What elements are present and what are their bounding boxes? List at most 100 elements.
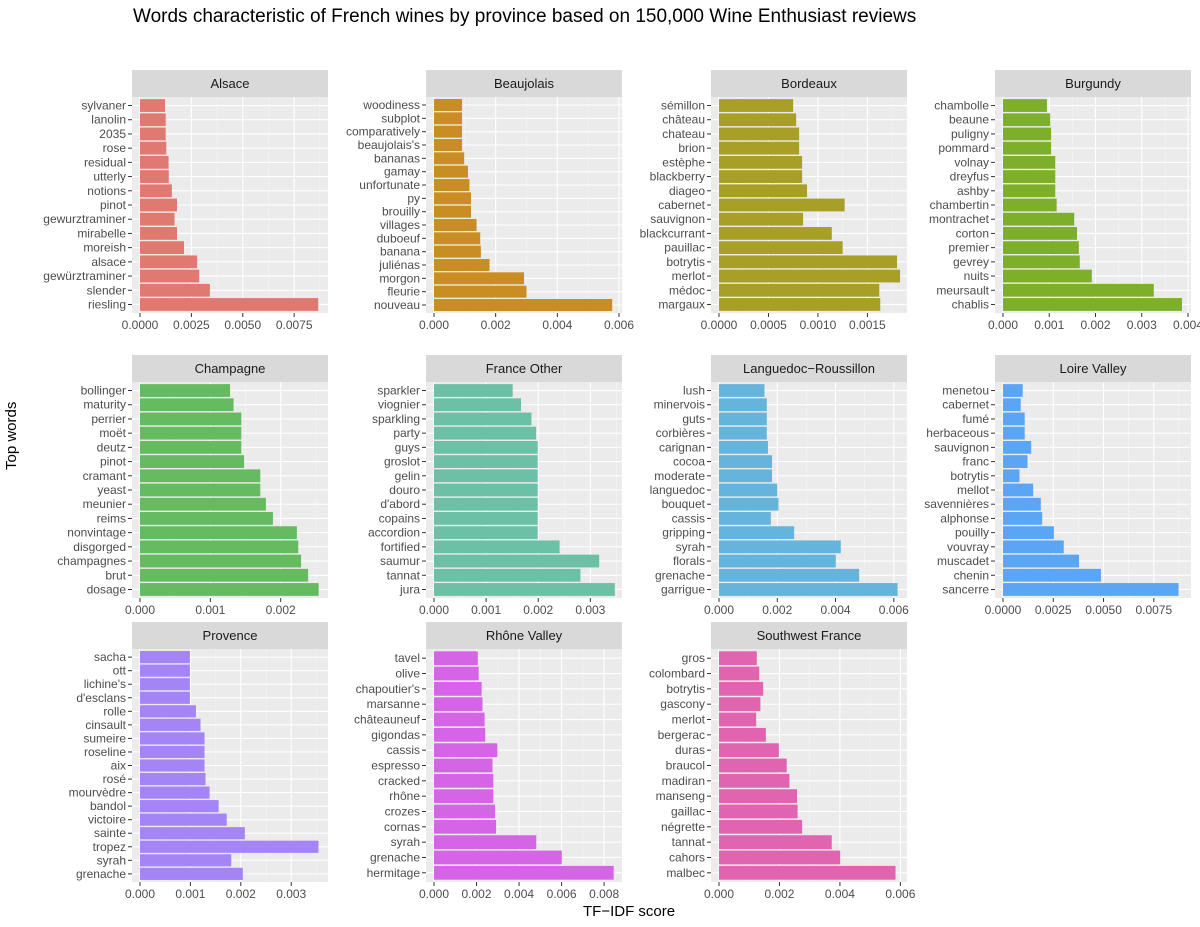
bar: [434, 681, 482, 696]
bar: [140, 854, 232, 867]
y-tick-label: rolle: [103, 704, 126, 718]
bar: [1003, 526, 1054, 540]
bar: [1003, 269, 1092, 283]
x-tick-label: 0.004: [825, 887, 855, 901]
y-tick-label: vouvray: [947, 540, 989, 554]
bar: [1003, 227, 1077, 240]
y-tick-label: morgon: [379, 271, 420, 285]
bar: [140, 241, 184, 255]
y-tick-label: rhône: [389, 789, 420, 803]
x-tick-label: 0.004: [821, 603, 851, 617]
bar: [1003, 99, 1047, 112]
x-tick-label: 0.0000: [701, 318, 738, 332]
x-tick-label: 0.000: [419, 887, 449, 901]
y-tick-label: cocoa: [673, 455, 705, 469]
bar: [719, 568, 860, 582]
x-tick-label: 0.001: [175, 887, 205, 901]
bar: [719, 804, 798, 819]
y-tick-label: mellot: [957, 483, 990, 497]
bar: [434, 789, 494, 804]
y-tick-label: moët: [99, 426, 126, 440]
y-tick-label: d'abord: [380, 497, 420, 511]
bar: [719, 483, 778, 497]
y-tick-label: pinot: [100, 198, 127, 212]
y-tick-label: médoc: [669, 283, 705, 297]
facet-strip-label: Southwest France: [757, 628, 862, 643]
bar: [1003, 455, 1028, 468]
y-tick-label: lanolin: [91, 113, 126, 127]
bar: [140, 583, 319, 596]
y-tick-label: disgorged: [73, 540, 126, 554]
bar: [434, 773, 494, 788]
bar: [140, 384, 231, 397]
bar: [719, 184, 808, 198]
bar: [1003, 568, 1101, 582]
y-tick-label: aix: [111, 759, 126, 773]
bar: [434, 272, 525, 285]
bar: [434, 497, 538, 511]
bar: [434, 398, 522, 412]
bar: [1003, 512, 1043, 525]
y-tick-label: braucol: [666, 759, 705, 773]
bar: [1003, 412, 1025, 426]
bar: [1003, 255, 1080, 269]
bar: [140, 664, 190, 677]
y-tick-label: perrier: [91, 412, 126, 426]
bar: [434, 512, 538, 525]
bar: [719, 212, 804, 226]
bar: [719, 241, 843, 255]
y-tick-label: comparatively: [346, 125, 420, 139]
bar: [140, 184, 172, 198]
x-tick-label: 0.000: [125, 887, 155, 901]
bar: [140, 469, 261, 483]
bar: [140, 255, 198, 269]
y-tick-label: duras: [675, 743, 705, 757]
bar: [1003, 583, 1179, 596]
y-tick-label: meunier: [83, 497, 126, 511]
bar: [140, 867, 243, 880]
y-tick-label: merlot: [672, 269, 706, 283]
bar: [719, 512, 771, 525]
bar: [1003, 155, 1056, 169]
bar: [719, 554, 836, 568]
facet-strip: [711, 622, 907, 649]
bar: [434, 219, 477, 231]
bar: [140, 440, 242, 454]
y-tick-label: grenache: [370, 850, 420, 864]
y-tick-label: meursault: [936, 283, 989, 297]
y-tick-label: dosage: [87, 582, 127, 596]
y-tick-label: volnay: [954, 155, 989, 169]
y-tick-label: cramant: [83, 469, 127, 483]
y-tick-label: savennières: [924, 497, 989, 511]
y-tick-label: residual: [84, 155, 126, 169]
x-tick-label: 0.000: [419, 603, 449, 617]
bar: [434, 697, 483, 712]
y-tick-label: villages: [380, 218, 420, 232]
y-tick-label: bollinger: [81, 384, 126, 398]
bar: [434, 835, 537, 850]
x-tick-label: 0.000: [125, 603, 155, 617]
y-tick-label: sauvignon: [934, 440, 989, 454]
x-tick-label: 0.006: [604, 318, 634, 332]
y-tick-label: menetou: [942, 384, 989, 398]
bar: [1003, 283, 1154, 297]
facet-strip: [995, 355, 1191, 382]
y-tick-label: sparkling: [372, 412, 420, 426]
bar: [434, 426, 537, 440]
y-tick-label: brion: [678, 141, 705, 155]
facet-strip: [132, 70, 328, 97]
x-tick-label: 0.0050: [1085, 603, 1122, 617]
bar: [434, 192, 471, 205]
bar: [719, 440, 768, 454]
y-tick-label: gaillac: [671, 804, 705, 818]
bar: [719, 651, 757, 666]
y-tick-label: gamay: [384, 165, 420, 179]
x-tick-label: 0.000: [704, 603, 734, 617]
x-tick-label: 0.004: [1173, 318, 1200, 332]
bar: [1003, 469, 1020, 483]
y-tick-label: brouilly: [382, 205, 420, 219]
y-tick-label: 2035: [99, 127, 126, 141]
facet-strip-label: Alsace: [210, 76, 249, 91]
bar: [719, 727, 766, 742]
bar: [434, 743, 498, 758]
